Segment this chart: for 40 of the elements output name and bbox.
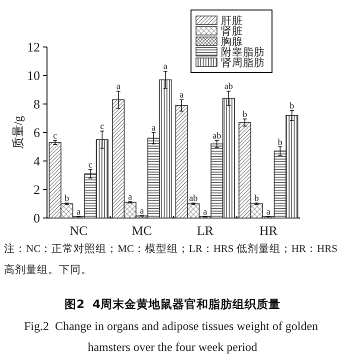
annotation: 注：NC：正常对照组；MC：模型组；LR：HRS 低剂量组；HR：HRS 高剂量组。下同。 [4,244,338,276]
subtitle: Fig.2 Change in organs and adipose tissues weight of golden hamsters over the four week period [24,319,318,354]
x-tick-label: LR [196,223,214,238]
data-label: b [254,193,260,204]
data-label: a [163,61,168,72]
data-label: a [152,122,156,132]
data-label: b [290,100,295,110]
data-label: c [100,121,104,132]
y-tick-label: 6 [34,125,40,140]
data-label: a [203,206,208,216]
legend-label: 附睾脂肪 [221,46,265,58]
legend-label: 肝脏 [221,14,243,27]
y-tick-label: 2 [34,182,40,197]
data-label: ab [189,193,198,204]
y-tick-label: 8 [34,96,40,112]
data-label: b [242,108,248,119]
legend-label: 胸腺 [221,36,243,48]
y-tick-label: 0 [34,210,40,226]
data-label: b [278,136,283,147]
x-tick-label: HR [259,223,278,238]
data-label: c [53,130,58,140]
data-label: ab [224,81,234,92]
x-tick-label: MC [132,223,152,238]
legend-label: 肾脏 [221,24,243,38]
y-tick-label: 12 [27,40,40,54]
y-tick-label: 4 [34,154,40,168]
data-label: a [116,81,120,92]
data-label: a [266,206,270,216]
x-tick-label: NC [70,223,88,238]
title: 图2 4周末金黄地鼠器官和脂肪组织质量 [64,297,280,311]
data-label: a [180,90,184,100]
data-label: a [140,206,144,216]
y-axis-title: 质量/g [11,116,25,150]
legend-label: 肾周脂肪 [221,56,265,69]
data-label: ab [212,130,222,140]
data-label: c [88,160,92,170]
data-label: a [76,206,81,216]
data-label: b [64,193,70,204]
y-tick-label: 10 [27,68,40,83]
data-label: a [128,192,132,202]
